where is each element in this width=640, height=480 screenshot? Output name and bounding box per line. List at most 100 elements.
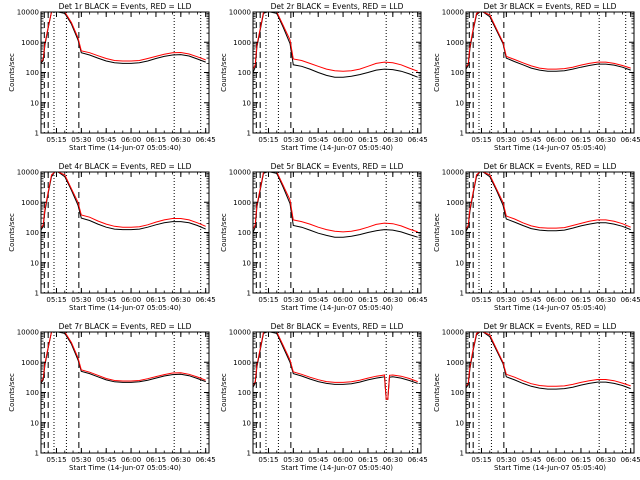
y-tick-label: 1 — [247, 130, 251, 138]
x-tick-label: 06:45 — [408, 296, 428, 304]
x-tick-label: 05:45 — [96, 136, 116, 144]
y-tick-label: 1000 — [233, 359, 251, 367]
x-tick-label: 06:30 — [383, 136, 403, 144]
y-tick-label: 100 — [26, 389, 39, 397]
x-tick-label: 05:45 — [521, 136, 541, 144]
y-tick-label: 100 — [451, 389, 464, 397]
panel-det-2: 1 10 100 1000 10000 05:15 05:30 05:45 06:00 06:15… — [220, 2, 428, 152]
x-tick-label: 06:15 — [571, 136, 591, 144]
lld-series-line — [253, 12, 418, 72]
panel-title: Det 4r BLACK = Events, RED = LLD — [59, 162, 192, 171]
panel-title: Det 1r BLACK = Events, RED = LLD — [59, 2, 192, 11]
x-tick-label: 05:30 — [496, 456, 516, 464]
panel-det-6: 1 10 100 1000 10000 05:15 05:30 05:45 06:00 06:15… — [433, 162, 640, 312]
x-tick-label: 05:30 — [71, 456, 91, 464]
lld-series-line — [41, 172, 206, 229]
events-series-line — [41, 172, 206, 231]
x-tick-label: 06:00 — [546, 136, 566, 144]
panel-det-3: 1 10 100 1000 10000 05:15 05:30 05:45 06:00 06:15… — [433, 2, 640, 152]
x-tick-label: 06:45 — [621, 136, 640, 144]
y-tick-label: 100 — [238, 389, 251, 397]
x-axis-label: Start Time (14-Jun-07 05:05:40) — [494, 304, 606, 312]
x-tick-label: 05:45 — [308, 456, 328, 464]
x-tick-label: 05:30 — [71, 296, 91, 304]
y-tick-label: 100 — [451, 69, 464, 77]
y-tick-label: 10 — [242, 99, 251, 107]
y-tick-label: 10 — [30, 259, 39, 267]
x-tick-label: 06:45 — [408, 456, 428, 464]
y-tick-label: 10000 — [229, 9, 251, 17]
y-tick-label: 10 — [455, 259, 464, 267]
x-tick-label: 06:45 — [196, 136, 216, 144]
y-tick-label: 10000 — [442, 169, 464, 177]
y-tick-label: 10000 — [17, 329, 39, 337]
y-tick-label: 1 — [247, 450, 251, 458]
x-tick-label: 06:00 — [333, 456, 353, 464]
lld-series-line — [466, 172, 631, 230]
x-tick-label: 05:15 — [46, 296, 66, 304]
y-axis-label: Counts/sec — [8, 373, 16, 412]
y-tick-label: 1000 — [446, 199, 464, 207]
x-axis-label: Start Time (14-Jun-07 05:05:40) — [281, 304, 393, 312]
x-tick-label: 05:15 — [46, 456, 66, 464]
x-axis-label: Start Time (14-Jun-07 05:05:40) — [69, 304, 181, 312]
y-tick-label: 10000 — [229, 169, 251, 177]
events-series-line — [466, 332, 631, 390]
events-series-line — [41, 332, 206, 384]
y-tick-label: 10 — [30, 419, 39, 427]
lld-series-line — [41, 12, 206, 63]
x-axis-label: Start Time (14-Jun-07 05:05:40) — [494, 464, 606, 472]
y-tick-label: 1 — [35, 130, 39, 138]
x-tick-label: 06:30 — [596, 456, 616, 464]
x-tick-label: 05:30 — [71, 136, 91, 144]
lld-series-line — [253, 332, 418, 400]
x-axis-label: Start Time (14-Jun-07 05:05:40) — [69, 464, 181, 472]
events-series-line — [253, 12, 418, 78]
panel-title: Det 5r BLACK = Events, RED = LLD — [271, 162, 404, 171]
y-tick-label: 100 — [26, 229, 39, 237]
y-axis-label: Counts/sec — [220, 53, 228, 92]
y-tick-label: 1000 — [21, 199, 39, 207]
y-tick-label: 1000 — [21, 359, 39, 367]
x-tick-label: 06:30 — [596, 296, 616, 304]
x-tick-label: 06:30 — [383, 456, 403, 464]
y-tick-label: 100 — [26, 69, 39, 77]
x-tick-label: 05:30 — [283, 456, 303, 464]
y-tick-label: 1000 — [233, 39, 251, 47]
x-tick-label: 05:15 — [471, 296, 491, 304]
x-tick-label: 05:30 — [496, 136, 516, 144]
events-series-line — [253, 332, 418, 400]
y-tick-label: 1 — [460, 130, 464, 138]
y-tick-label: 1000 — [446, 359, 464, 367]
panel-title: Det 8r BLACK = Events, RED = LLD — [271, 322, 404, 331]
x-tick-label: 06:15 — [358, 296, 378, 304]
y-axis-label: Counts/sec — [433, 53, 441, 92]
x-tick-label: 05:45 — [96, 456, 116, 464]
panel-det-1: 1 10 100 1000 10000 05:15 05:30 05:45 06:00 06:15… — [8, 2, 216, 152]
x-tick-label: 05:15 — [258, 296, 278, 304]
x-tick-label: 06:45 — [621, 456, 640, 464]
y-tick-label: 10000 — [17, 169, 39, 177]
panel-title: Det 2r BLACK = Events, RED = LLD — [271, 2, 404, 11]
y-axis-label: Counts/sec — [433, 373, 441, 412]
x-tick-label: 06:15 — [571, 296, 591, 304]
x-tick-label: 06:15 — [358, 456, 378, 464]
y-tick-label: 10 — [455, 99, 464, 107]
x-tick-label: 06:00 — [546, 456, 566, 464]
x-tick-label: 06:45 — [621, 296, 640, 304]
x-tick-label: 06:00 — [333, 136, 353, 144]
x-axis-label: Start Time (14-Jun-07 05:05:40) — [69, 144, 181, 152]
y-tick-label: 1 — [460, 290, 464, 298]
events-series-line — [41, 12, 206, 64]
panel-det-8: 1 10 100 1000 10000 05:15 05:30 05:45 06:00 06:15… — [220, 322, 428, 472]
y-tick-label: 1 — [460, 450, 464, 458]
x-tick-label: 05:15 — [46, 136, 66, 144]
y-axis-label: Counts/sec — [8, 213, 16, 252]
y-axis-label: Counts/sec — [8, 53, 16, 92]
panel-det-4: 1 10 100 1000 10000 05:15 05:30 05:45 06:00 06:15… — [8, 162, 216, 312]
x-axis-label: Start Time (14-Jun-07 05:05:40) — [494, 144, 606, 152]
x-tick-label: 05:15 — [258, 136, 278, 144]
x-tick-label: 05:15 — [471, 136, 491, 144]
x-tick-label: 06:45 — [196, 296, 216, 304]
x-tick-label: 06:45 — [196, 456, 216, 464]
